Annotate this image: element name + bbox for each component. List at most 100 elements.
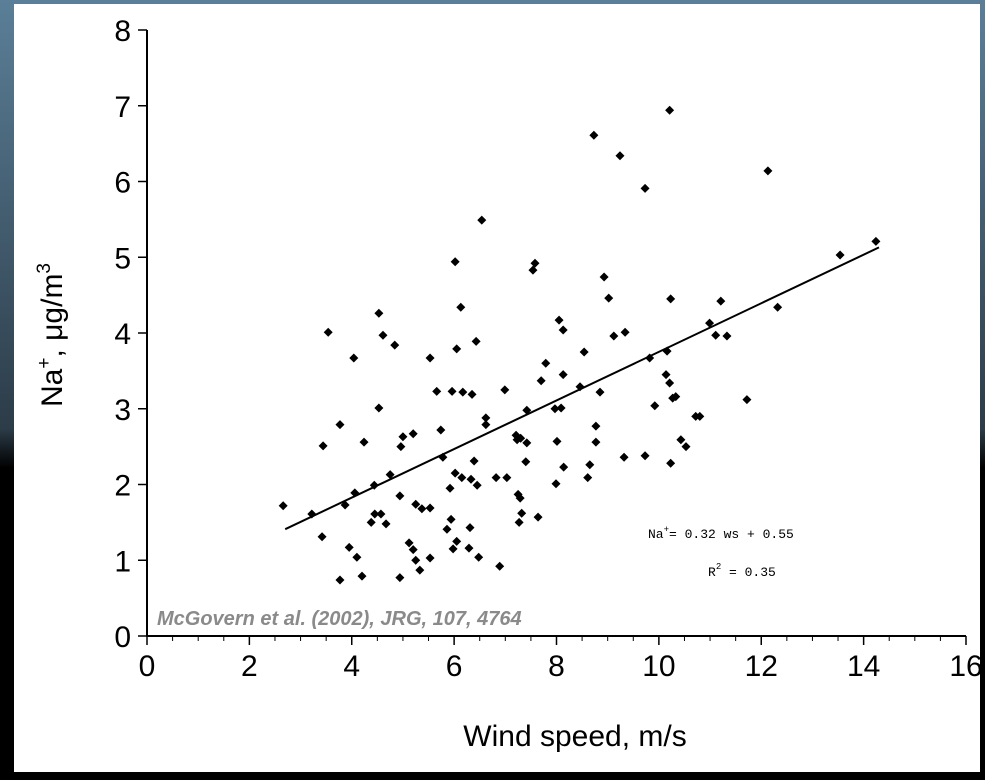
point bbox=[474, 552, 484, 562]
r2-sup: 2 bbox=[716, 562, 721, 572]
point bbox=[465, 523, 475, 533]
point bbox=[763, 166, 773, 176]
point bbox=[711, 330, 721, 340]
point bbox=[671, 392, 681, 402]
x-tick-label: 16 bbox=[949, 650, 982, 683]
y-tick-label: 8 bbox=[114, 15, 131, 48]
point bbox=[604, 293, 614, 303]
point bbox=[541, 358, 551, 368]
point bbox=[378, 330, 388, 340]
x-tick-label: 12 bbox=[745, 650, 778, 683]
y-label-sup: + bbox=[34, 358, 55, 369]
point bbox=[716, 296, 726, 306]
point bbox=[536, 376, 546, 386]
point bbox=[359, 437, 369, 447]
point bbox=[381, 519, 391, 529]
point bbox=[357, 571, 367, 581]
y-tick-label: 3 bbox=[114, 394, 131, 427]
point bbox=[432, 386, 442, 396]
point bbox=[589, 130, 599, 140]
x-tick-label: 10 bbox=[642, 650, 675, 683]
point bbox=[417, 504, 427, 514]
point bbox=[556, 403, 566, 413]
equation-text: = 0.32 ws + 0.55 bbox=[669, 527, 794, 542]
point bbox=[340, 500, 350, 510]
point bbox=[481, 420, 491, 430]
point bbox=[349, 353, 359, 363]
point bbox=[705, 318, 715, 328]
y-axis-label: Na+, μg/m3 bbox=[34, 263, 69, 407]
y-tick-label: 4 bbox=[114, 318, 131, 351]
point bbox=[374, 403, 384, 413]
equation: Na+= 0.32 ws + 0.55 bbox=[648, 525, 794, 542]
point bbox=[350, 488, 360, 498]
point bbox=[458, 387, 468, 397]
point bbox=[395, 573, 405, 583]
point bbox=[552, 436, 562, 446]
point bbox=[425, 353, 435, 363]
x-tick-label: 6 bbox=[446, 650, 463, 683]
equation-sup: + bbox=[664, 525, 669, 535]
point bbox=[472, 480, 482, 490]
point bbox=[415, 565, 425, 575]
x-tick-label: 8 bbox=[548, 650, 565, 683]
point bbox=[533, 512, 543, 522]
point bbox=[307, 509, 317, 519]
point bbox=[278, 501, 288, 511]
point bbox=[619, 452, 629, 462]
y-label-text: , μg/m bbox=[36, 274, 69, 358]
point bbox=[522, 438, 532, 448]
point bbox=[344, 542, 354, 552]
point bbox=[530, 258, 540, 268]
point bbox=[609, 331, 619, 341]
point bbox=[665, 378, 675, 388]
point bbox=[554, 315, 564, 325]
point bbox=[517, 508, 527, 518]
point bbox=[448, 544, 458, 554]
point bbox=[742, 395, 752, 405]
point bbox=[551, 479, 561, 489]
point bbox=[436, 425, 446, 435]
point bbox=[491, 473, 501, 483]
point bbox=[500, 385, 510, 395]
point bbox=[398, 432, 408, 442]
point bbox=[469, 456, 479, 466]
y-tick-label: 5 bbox=[114, 242, 131, 275]
point bbox=[438, 452, 448, 462]
point bbox=[695, 411, 705, 421]
y-tick-label: 7 bbox=[114, 91, 131, 124]
point bbox=[662, 346, 672, 356]
point bbox=[335, 420, 345, 430]
point bbox=[640, 183, 650, 193]
panel bbox=[14, 4, 980, 772]
point bbox=[595, 387, 605, 397]
x-tick-label: 4 bbox=[343, 650, 360, 683]
point bbox=[411, 499, 421, 509]
point bbox=[442, 524, 452, 534]
y-label-text: Na bbox=[36, 368, 69, 407]
point bbox=[666, 458, 676, 468]
point bbox=[352, 552, 362, 562]
point bbox=[773, 302, 783, 312]
point bbox=[665, 105, 675, 115]
point bbox=[425, 553, 435, 563]
point bbox=[408, 429, 418, 439]
y-tick-label: 2 bbox=[114, 470, 131, 503]
point bbox=[599, 272, 609, 282]
equation-text: Na bbox=[648, 527, 664, 542]
point bbox=[640, 451, 650, 461]
point bbox=[408, 545, 418, 555]
point bbox=[395, 491, 405, 501]
point bbox=[450, 468, 460, 478]
citation: McGovern et al. (2002), JRG, 107, 4764 bbox=[157, 608, 522, 630]
r2-text: = 0.35 bbox=[721, 565, 776, 580]
point bbox=[583, 473, 593, 483]
point bbox=[445, 483, 455, 493]
point bbox=[681, 442, 691, 452]
point bbox=[369, 480, 379, 490]
y-tick-label: 0 bbox=[114, 621, 131, 654]
y-label-sup: 3 bbox=[34, 263, 55, 274]
point bbox=[370, 509, 380, 519]
r2-text: R bbox=[708, 565, 716, 580]
